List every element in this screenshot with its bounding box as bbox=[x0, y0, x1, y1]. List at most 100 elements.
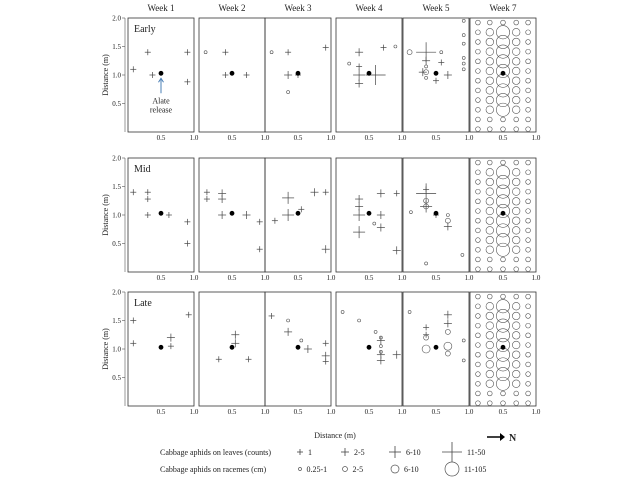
raceme-aphid-circle bbox=[496, 83, 510, 98]
raceme-aphid-circle bbox=[475, 303, 481, 309]
raceme-aphid-circle bbox=[286, 318, 290, 323]
raceme-aphid-circle bbox=[496, 102, 510, 117]
raceme-aphid-circle bbox=[485, 321, 494, 330]
raceme-aphid-circle bbox=[525, 126, 531, 132]
raceme-aphid-circle bbox=[485, 105, 494, 114]
raceme-aphid-circle bbox=[525, 256, 531, 263]
x-tick-label: 0.5 bbox=[228, 134, 237, 142]
raceme-aphid-circle bbox=[475, 400, 481, 406]
raceme-aphid-circle bbox=[485, 177, 494, 187]
raceme-aphid-circle bbox=[485, 37, 494, 47]
x-tick-label: 0.5 bbox=[499, 134, 508, 142]
panel-frame bbox=[469, 291, 537, 407]
raceme-aphid-circle bbox=[513, 159, 519, 166]
raceme-aphid-circle bbox=[485, 197, 494, 206]
raceme-aphid-circle bbox=[439, 50, 444, 55]
raceme-aphid-circle bbox=[512, 86, 521, 95]
raceme-aphid-circle bbox=[525, 107, 531, 113]
release-point bbox=[158, 344, 164, 350]
raceme-aphid-circle bbox=[286, 90, 290, 94]
release-point bbox=[366, 344, 372, 350]
raceme-aphid-circle bbox=[512, 302, 521, 311]
x-tick-label: 0.5 bbox=[365, 408, 374, 416]
x-tick-label: 1.0 bbox=[261, 274, 270, 282]
raceme-aphid-circle bbox=[525, 342, 531, 348]
raceme-aphid-circle bbox=[513, 116, 519, 123]
legend-raceme-label: 2-5 bbox=[353, 465, 364, 474]
raceme-aphid-circle bbox=[487, 293, 493, 300]
y-tick-label: 1.5 bbox=[112, 43, 121, 51]
raceme-aphid-circle bbox=[269, 50, 274, 55]
x-tick-label: 1.0 bbox=[465, 408, 474, 416]
raceme-aphid-circle bbox=[512, 197, 521, 206]
raceme-aphid-circle bbox=[421, 344, 431, 354]
column-title: Week 2 bbox=[218, 3, 245, 13]
raceme-aphid-circle bbox=[525, 179, 531, 185]
panel-frame bbox=[335, 291, 403, 407]
raceme-aphid-circle bbox=[500, 390, 506, 397]
raceme-aphid-circle bbox=[445, 329, 451, 335]
release-point bbox=[366, 210, 372, 216]
raceme-aphid-circle bbox=[487, 126, 493, 132]
raceme-aphid-circle bbox=[475, 266, 481, 272]
y-tick-label: 2.0 bbox=[112, 289, 121, 297]
x-tick-label: 0.5 bbox=[157, 408, 166, 416]
raceme-aphid-circle bbox=[513, 266, 519, 272]
annotation-arrowhead bbox=[158, 77, 164, 83]
raceme-aphid-circle bbox=[525, 208, 531, 214]
release-point bbox=[433, 210, 439, 216]
raceme-aphid-circle bbox=[475, 188, 481, 195]
raceme-aphid-circle bbox=[512, 311, 521, 321]
raceme-aphid-circle bbox=[475, 107, 481, 113]
raceme-aphid-circle bbox=[423, 69, 429, 75]
raceme-aphid-circle bbox=[485, 226, 494, 235]
raceme-aphid-circle bbox=[496, 204, 510, 218]
raceme-aphid-circle bbox=[424, 64, 428, 69]
raceme-aphid-circle bbox=[475, 39, 481, 45]
north-label: N bbox=[509, 433, 517, 444]
raceme-aphid-circle bbox=[496, 376, 510, 391]
raceme-aphid-circle bbox=[513, 390, 519, 397]
raceme-aphid-circle bbox=[513, 19, 519, 26]
treatment-label: Late bbox=[134, 298, 152, 309]
release-point bbox=[433, 344, 439, 350]
raceme-aphid-circle bbox=[500, 400, 506, 406]
raceme-aphid-circle bbox=[485, 331, 494, 340]
raceme-aphid-circle bbox=[475, 58, 481, 64]
x-tick-label: 0.5 bbox=[432, 408, 441, 416]
raceme-aphid-circle bbox=[372, 221, 377, 226]
raceme-aphid-circle bbox=[424, 76, 428, 80]
raceme-aphid-circle bbox=[475, 126, 481, 132]
x-tick-label: 0.5 bbox=[499, 408, 508, 416]
raceme-aphid-circle bbox=[512, 95, 521, 105]
raceme-aphid-circle bbox=[500, 126, 506, 132]
x-tick-label: 0.5 bbox=[365, 274, 374, 282]
column-title: Week 1 bbox=[147, 3, 174, 13]
x-tick-label: 1.0 bbox=[261, 408, 270, 416]
raceme-aphid-circle bbox=[461, 338, 466, 343]
raceme-aphid-circle bbox=[525, 247, 531, 253]
x-tick-label: 0.5 bbox=[157, 274, 166, 282]
raceme-aphid-circle bbox=[525, 322, 531, 329]
y-tick-label: 1.0 bbox=[112, 212, 121, 220]
raceme-aphid-circle bbox=[496, 54, 510, 69]
raceme-aphid-circle bbox=[485, 206, 494, 216]
raceme-aphid-circle bbox=[424, 261, 428, 266]
raceme-aphid-circle bbox=[340, 310, 345, 314]
y-tick-label: 0.5 bbox=[112, 240, 121, 248]
legend-leaf-label: 11-50 bbox=[467, 448, 485, 457]
raceme-aphid-circle bbox=[512, 350, 521, 359]
raceme-aphid-circle bbox=[496, 194, 510, 209]
raceme-aphid-circle bbox=[475, 78, 481, 84]
y-axis-label: Distance (m) bbox=[101, 194, 110, 236]
raceme-aphid-circle bbox=[500, 293, 506, 300]
release-point bbox=[500, 70, 506, 76]
raceme-aphid-circle bbox=[525, 169, 531, 175]
release-point bbox=[366, 70, 372, 76]
raceme-aphid-circle bbox=[379, 335, 383, 340]
x-tick-label: 1.0 bbox=[190, 134, 199, 142]
raceme-aphid-circle bbox=[485, 28, 494, 37]
raceme-aphid-circle bbox=[485, 187, 494, 196]
raceme-aphid-circle bbox=[496, 44, 510, 59]
raceme-aphid-circle bbox=[379, 350, 383, 354]
